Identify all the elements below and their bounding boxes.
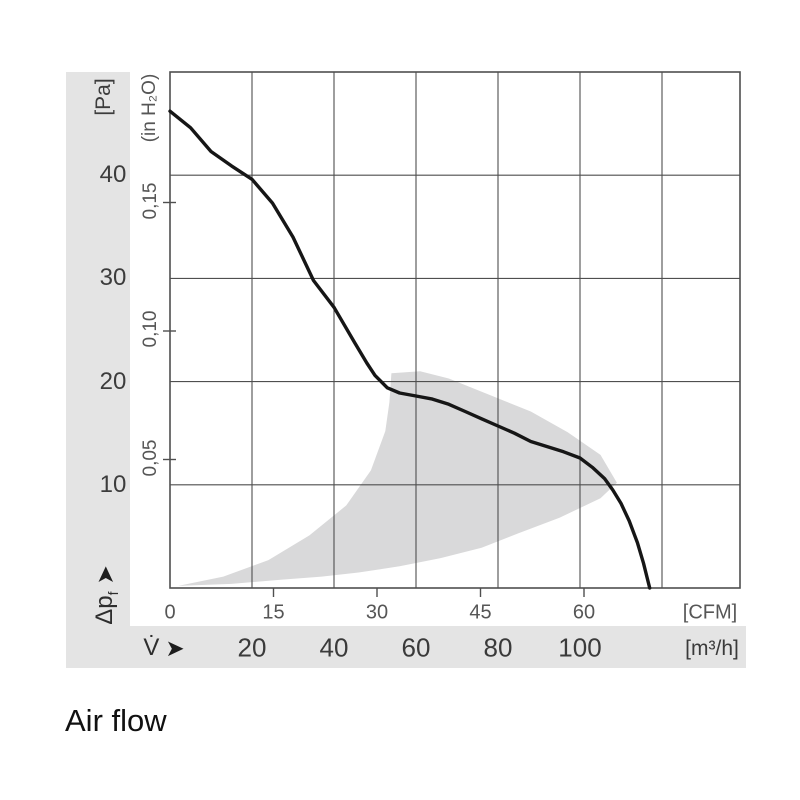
cfm-unit-label: [CFM] [682,601,738,624]
inh2o-tick-label: 0,05 [140,439,161,476]
operating-region [178,371,617,586]
m3h-tick-label: 60 [401,632,431,663]
fan-curve [168,109,652,590]
cfm-tick-label: 0 [164,601,176,624]
pa-tick-label: 10 [99,470,127,498]
cfm-tick-label: 45 [469,601,492,624]
x-axis-band [66,626,746,668]
m3h-unit-label: [m³/h] [685,637,739,660]
m3h-tick-label: 20 [237,632,267,663]
cfm-tick-label: 15 [262,601,285,624]
vdot-text: V̇ [143,634,160,661]
pa-tick-label: 40 [99,161,127,189]
plot-border [169,71,741,589]
cfm-tick-label: 60 [572,601,596,624]
y-axis-band [66,72,130,668]
delta-pf-text: Δpf [91,591,121,625]
pa-tick-label: 20 [99,367,127,395]
chart-caption: Air flow [65,703,167,738]
right-arrow-icon: ➤ [165,634,185,661]
delta-pf-axis-label: Δpf ➤ [91,565,121,625]
inh2o-tick-label: 0,15 [140,182,161,219]
vdot-axis-label: V̇ ➤ [143,634,184,662]
pa-unit-label: [Pa] [92,78,115,116]
inh2o-tick-label: 0,10 [140,310,161,348]
m3h-tick-label: 80 [483,632,513,663]
up-arrow-icon: ➤ [92,565,119,585]
pa-tick-label: 30 [99,264,127,292]
m3h-tick-label: 100 [558,632,602,663]
cfm-tick-label: 30 [365,601,389,624]
inh2o-unit-label: (in H₂O) [139,73,160,143]
m3h-tick-label: 40 [319,632,349,663]
